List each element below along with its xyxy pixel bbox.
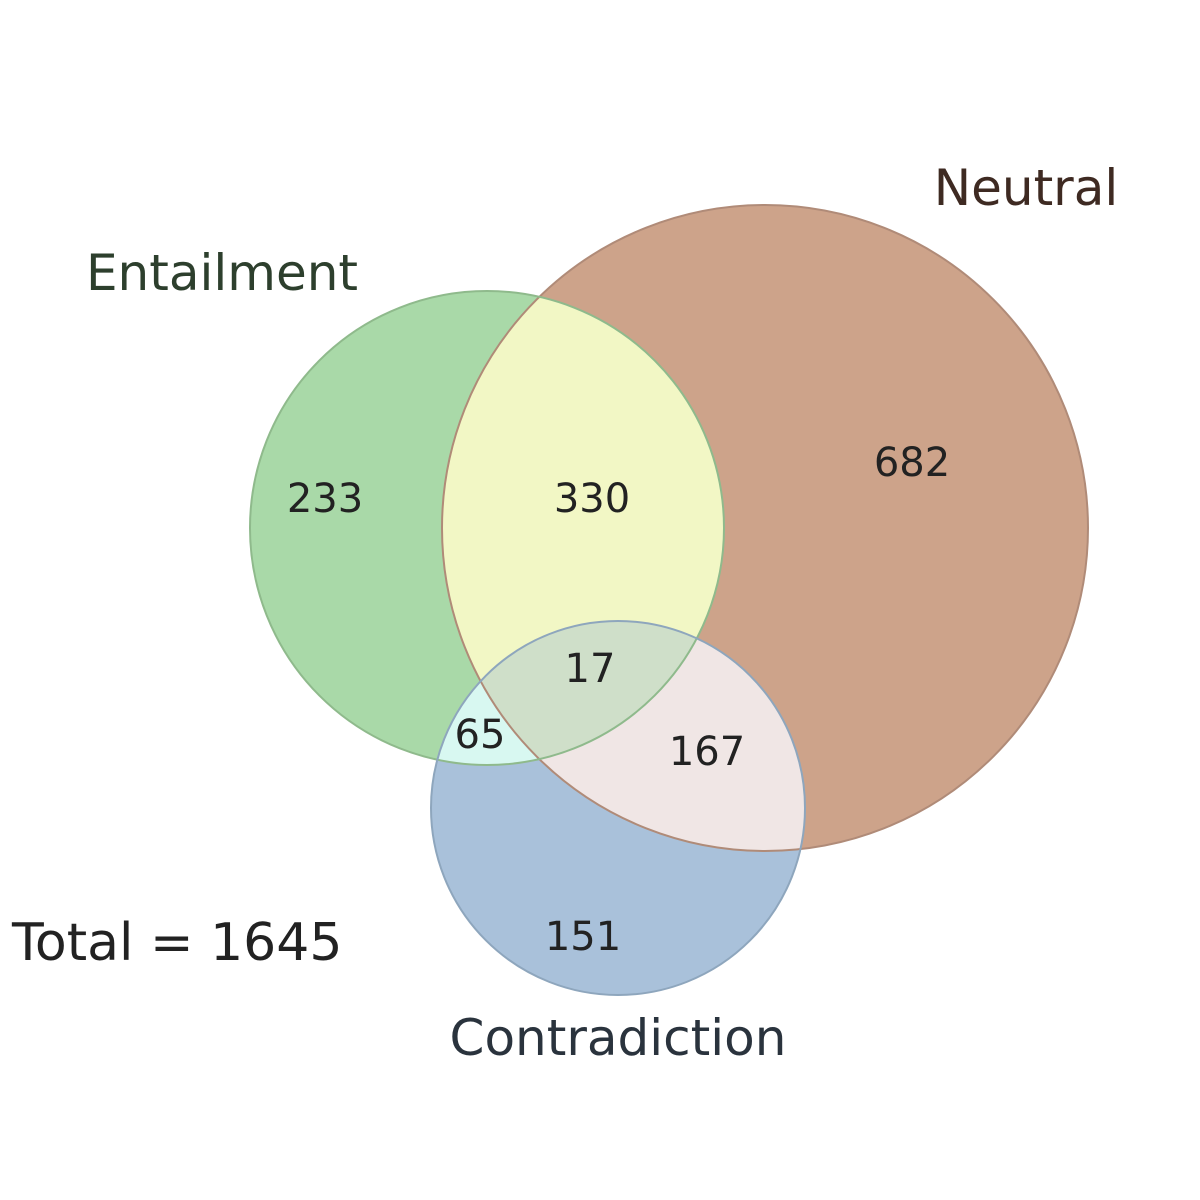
contradiction-only-count: 151 (545, 914, 621, 960)
neutral-contradiction-count: 167 (669, 729, 745, 775)
entailment-only-count: 233 (287, 476, 363, 522)
all-three-count: 17 (565, 646, 616, 692)
total-label: Total = 1645 (11, 913, 342, 973)
entailment-neutral-count: 330 (554, 476, 630, 522)
entailment-set-label: Entailment (86, 244, 358, 302)
neutral-set-label: Neutral (934, 159, 1119, 217)
entailment-outline (249, 290, 725, 766)
contradiction-outline (430, 620, 806, 996)
entailment-contradiction-count: 65 (455, 712, 506, 758)
neutral-outline (441, 204, 1089, 852)
contradiction-set-label: Contradiction (450, 1009, 787, 1067)
neutral-only-count: 682 (874, 440, 950, 486)
